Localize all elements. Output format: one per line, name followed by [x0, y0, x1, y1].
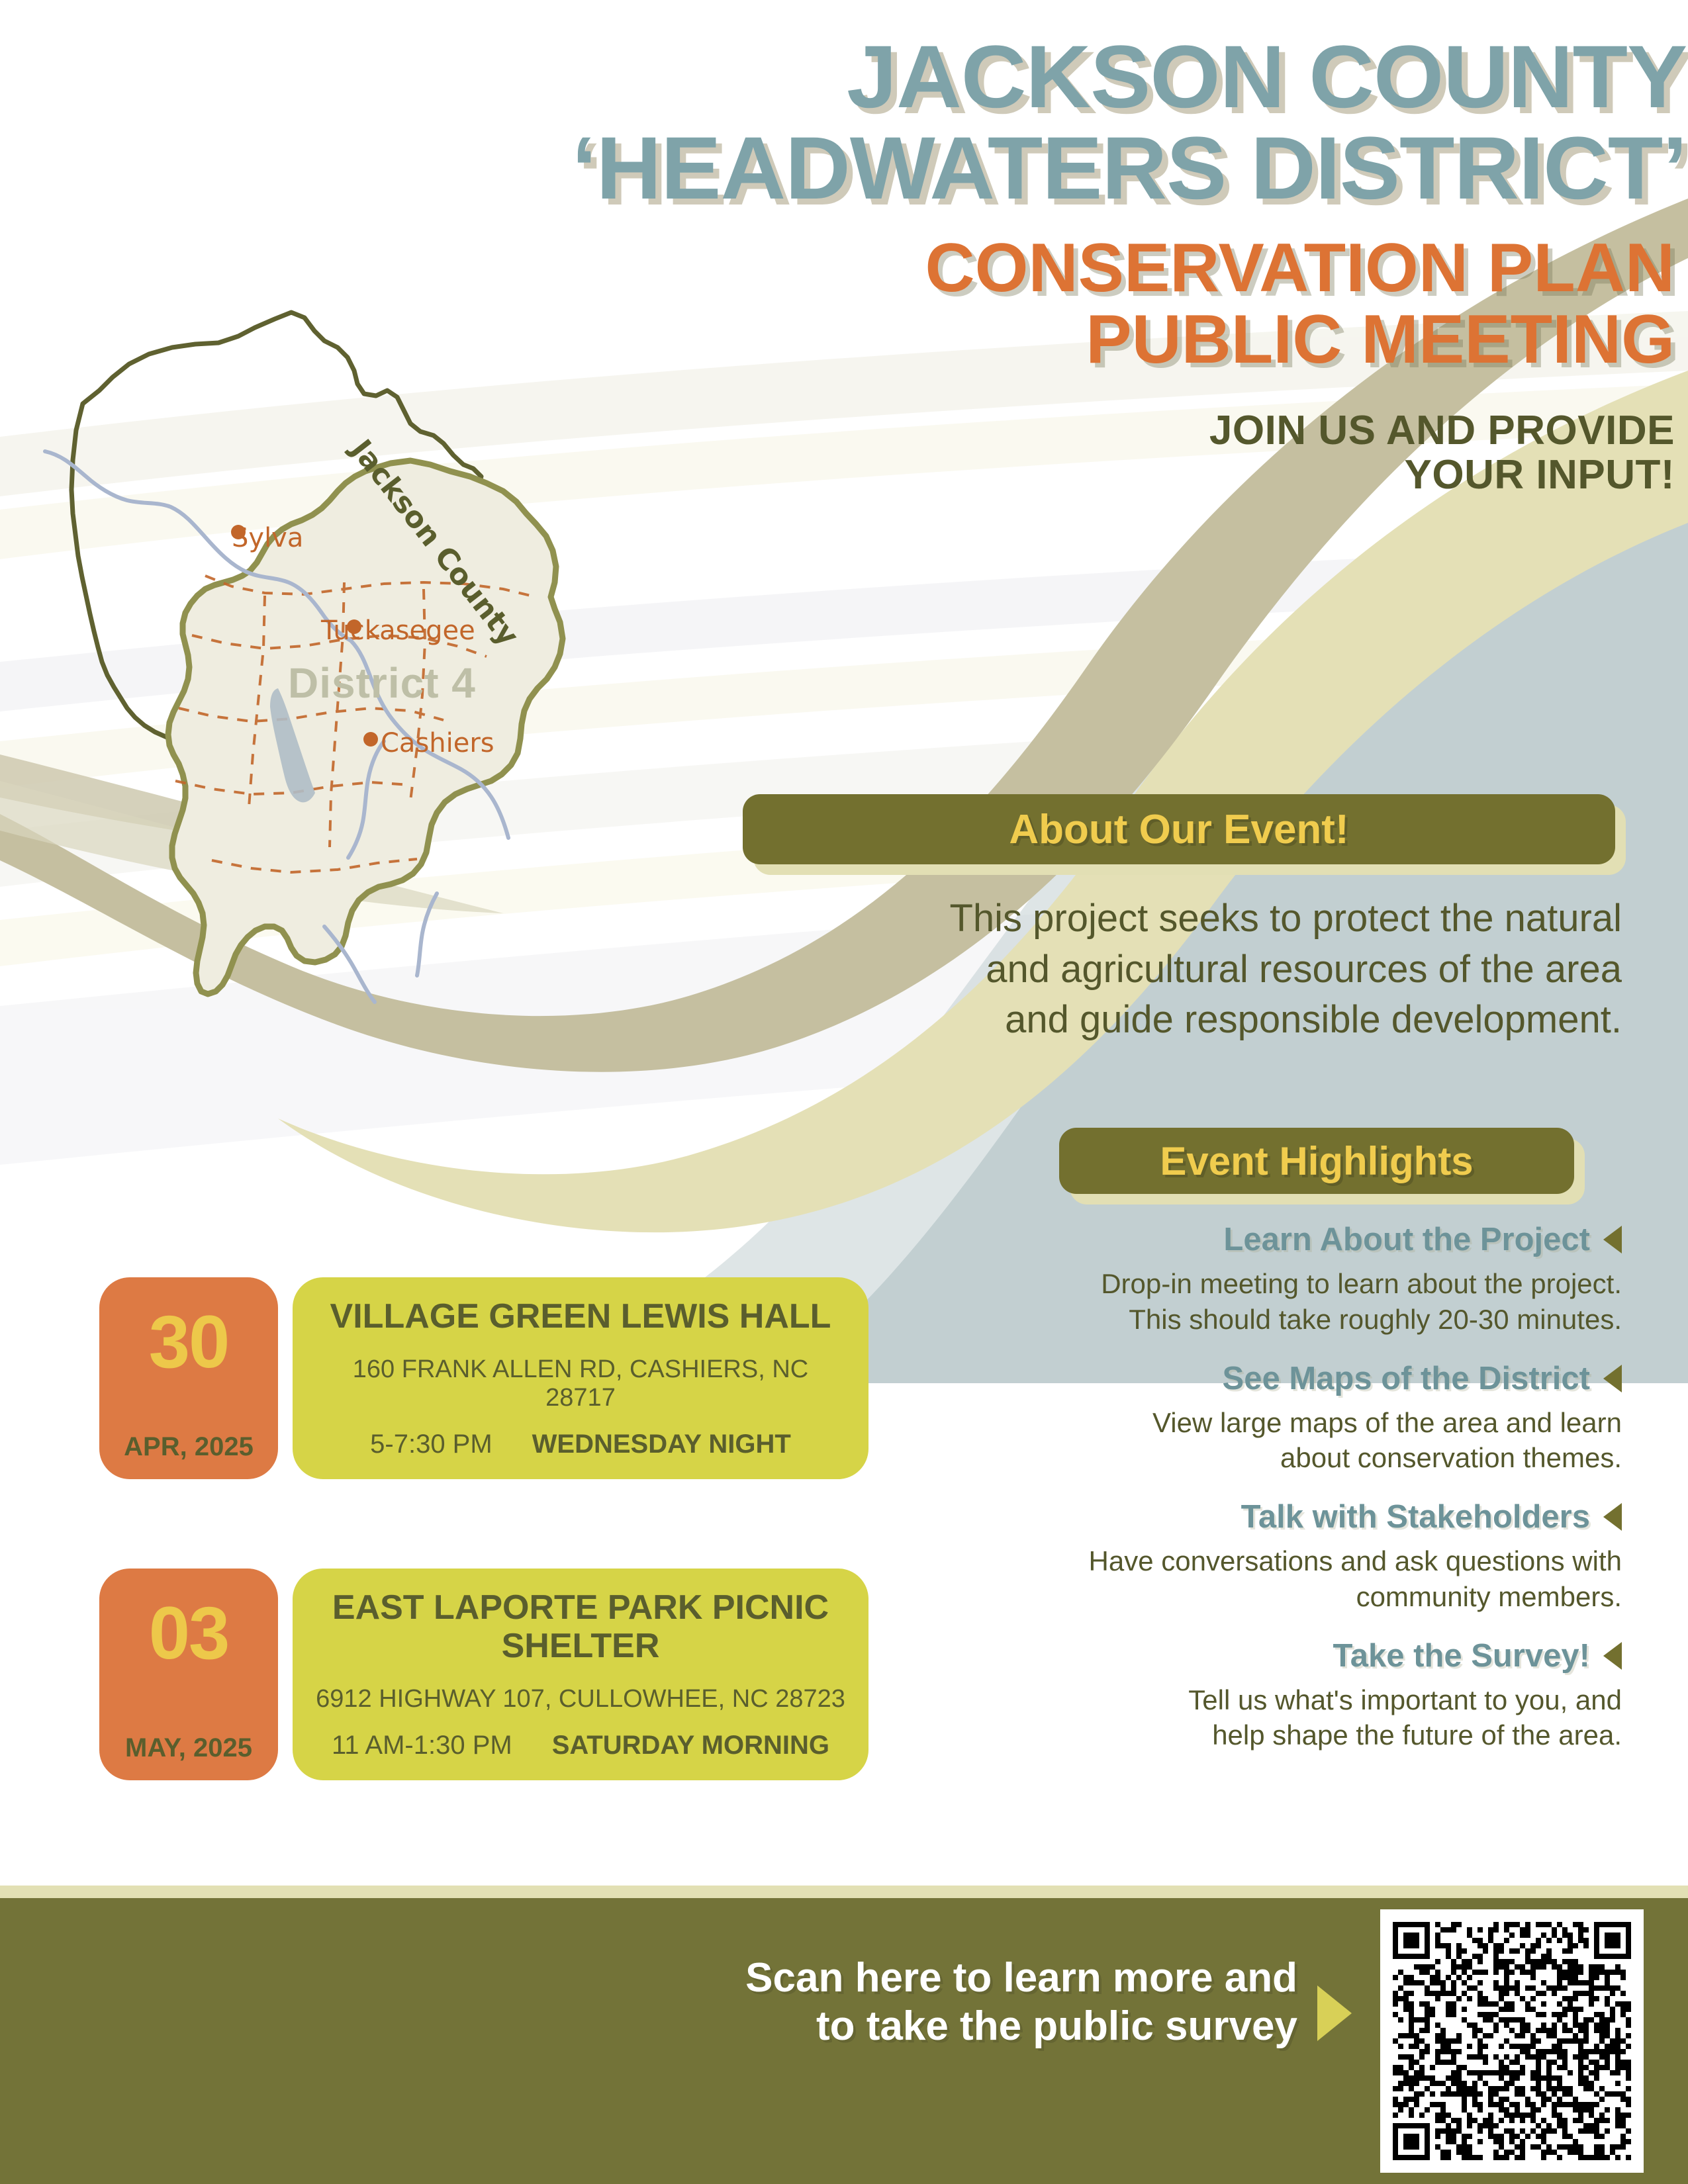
event-venue-line2: SHELTER [501, 1627, 660, 1666]
event-day: 03 [148, 1592, 230, 1674]
event-card: 30 APR, 2025 VILLAGE GREEN LEWIS HALL 16… [99, 1277, 868, 1480]
footer-line1: Scan here to learn more and [745, 1955, 1297, 2001]
event-details: EAST LAPORTE PARK PICNIC SHELTER 6912 HI… [293, 1569, 868, 1781]
about-body-line3: and guide responsible development. [1005, 998, 1622, 1042]
call-to-action-line2: YOUR INPUT! [1404, 452, 1675, 498]
highlight-item: See Maps of the District View large maps… [880, 1360, 1622, 1477]
highlight-body-line1: Drop-in meeting to learn about the proje… [1101, 1268, 1622, 1299]
event-venue: EAST LAPORTE PARK PICNIC [332, 1588, 829, 1627]
event-highlights-heading: Event Highlights [1160, 1138, 1474, 1183]
qr-code[interactable] [1380, 1909, 1644, 2173]
map-city-label-cashiers: Cashiers [381, 728, 494, 758]
highlight-title: Talk with Stakeholders [1241, 1499, 1590, 1535]
event-time: 11 AM-1:30 PM [331, 1731, 512, 1760]
highlight-body-line1: Have conversations and ask questions wit… [1088, 1545, 1622, 1576]
footer-line2: to take the public survey [816, 2003, 1297, 2050]
event-date-badge: 03 MAY, 2025 [99, 1569, 278, 1781]
page-title-line2: ‘HEADWATERS DISTRICT’ [571, 119, 1688, 218]
footer-cta-text: Scan here to learn more and to take the … [503, 1954, 1297, 2050]
subtitle-line2: PUBLIC MEETING [1086, 301, 1675, 379]
event-month: MAY, 2025 [125, 1733, 252, 1763]
highlight-body-line1: Tell us what's important to you, and [1188, 1684, 1622, 1715]
event-weekday: SATURDAY MORNING [551, 1731, 829, 1760]
event-weekday: WEDNESDAY NIGHT [532, 1430, 791, 1459]
about-body-line2: and agricultural resources of the area [986, 947, 1622, 991]
highlight-item: Learn About the Project Drop-in meeting … [880, 1221, 1622, 1338]
highlight-body-line1: View large maps of the area and learn [1152, 1406, 1622, 1438]
highlight-title: Take the Survey! [1333, 1637, 1590, 1674]
event-highlights-list: Learn About the Project Drop-in meeting … [880, 1221, 1622, 1776]
highlight-title: Learn About the Project [1223, 1222, 1590, 1257]
event-day: 30 [148, 1300, 230, 1383]
highlight-body-line2: community members. [1356, 1580, 1622, 1612]
call-to-action-line1: JOIN US AND PROVIDE [1209, 408, 1675, 454]
highlight-body-line2: help shape the future of the area. [1212, 1719, 1622, 1751]
triangle-left-icon [1603, 1503, 1622, 1531]
event-venue: VILLAGE GREEN LEWIS HALL [330, 1297, 831, 1336]
subtitle-line1: CONSERVATION PLAN [925, 230, 1675, 306]
map-city-label-tuckasegee: Tuckasegee [321, 615, 475, 646]
about-body-line1: This project seeks to protect the natura… [949, 897, 1622, 940]
page-title-line1: JACKSON COUNTY [847, 28, 1687, 126]
event-highlights-banner: Event Highlights [1059, 1128, 1574, 1194]
event-date-badge: 30 APR, 2025 [99, 1277, 278, 1480]
event-address: 6912 HIGHWAY 107, CULLOWHEE, NC 28723 [316, 1685, 845, 1713]
event-card: 03 MAY, 2025 EAST LAPORTE PARK PICNIC SH… [99, 1569, 868, 1781]
about-event-banner: About Our Event! [743, 794, 1615, 864]
highlight-item: Talk with Stakeholders Have conversation… [880, 1498, 1622, 1615]
event-time: 5-7:30 PM [370, 1430, 492, 1459]
highlight-body-line2: about conservation themes. [1280, 1442, 1622, 1474]
map-city-label-sylva: Sylva [232, 523, 304, 553]
event-month: APR, 2025 [124, 1432, 254, 1462]
map-district-label: District 4 [288, 659, 476, 707]
about-event-body: This project seeks to protect the natura… [675, 893, 1622, 1046]
triangle-left-icon [1603, 1226, 1622, 1253]
footer-accent-strip [0, 1886, 1688, 1898]
triangle-left-icon [1603, 1641, 1622, 1670]
district-map: Sylva Tuckasegee Cashiers Jackson County… [13, 278, 609, 1205]
highlight-title: See Maps of the District [1222, 1360, 1590, 1396]
highlight-item: Take the Survey! Tell us what's importan… [880, 1637, 1622, 1754]
event-address: 160 FRANK ALLEN RD, CASHIERS, NC 28717 [352, 1355, 809, 1412]
poster-header: JACKSON COUNTY ‘HEADWATERS DISTRICT’ CON… [470, 33, 1688, 498]
highlight-body-line2: This should take roughly 20-30 minutes. [1129, 1303, 1622, 1335]
event-details: VILLAGE GREEN LEWIS HALL 160 FRANK ALLEN… [293, 1277, 868, 1480]
triangle-right-icon [1317, 1985, 1352, 2041]
triangle-left-icon [1603, 1364, 1622, 1392]
about-event-heading: About Our Event! [1009, 806, 1349, 852]
